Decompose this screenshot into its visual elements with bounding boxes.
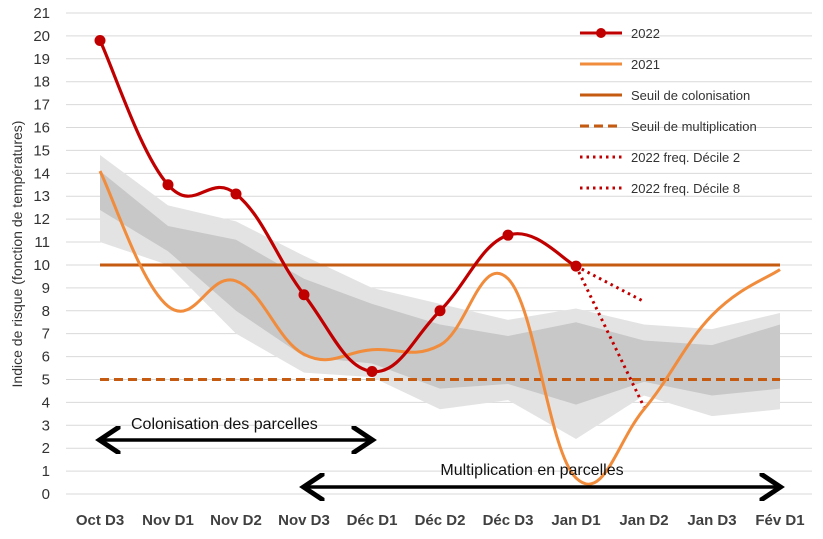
- annotation-label: Multiplication en parcelles: [440, 462, 623, 479]
- x-tick-label: Nov D2: [210, 512, 262, 529]
- y-tick-label: 9: [42, 280, 50, 297]
- data-point: [570, 260, 582, 272]
- y-tick-label: 19: [33, 51, 50, 68]
- percentile-bands: [100, 155, 780, 440]
- y-tick-label: 0: [42, 486, 50, 503]
- series-line-1: [98, 170, 781, 486]
- data-point: [434, 305, 446, 317]
- annotation-label: Colonisation des parcelles: [131, 416, 318, 433]
- annotations: Colonisation des parcelles Multiplication…: [103, 416, 777, 487]
- y-tick-label: 21: [33, 5, 50, 22]
- legend-label: 2022 freq. Décile 8: [631, 181, 740, 196]
- legend: 2022 2021 Seuil de colonisation Seuil de mu…: [580, 26, 757, 196]
- data-point: [230, 188, 242, 200]
- inner-band: [100, 171, 780, 405]
- x-tick-label: Jan D3: [687, 512, 736, 529]
- y-tick-label: 15: [33, 142, 50, 159]
- legend-label: Seuil de colonisation: [631, 88, 750, 103]
- y-tick-label: 20: [33, 28, 50, 45]
- legend-marker: [596, 28, 606, 38]
- series-lines: [94, 34, 781, 486]
- y-tick-label: 4: [42, 394, 50, 411]
- x-tick-label: Déc D3: [483, 512, 534, 529]
- data-point: [502, 229, 514, 241]
- y-tick-label: 2: [42, 440, 50, 457]
- y-tick-label: 17: [33, 97, 50, 114]
- x-tick-label: Oct D3: [76, 512, 124, 529]
- y-tick-label: 1: [42, 463, 50, 480]
- data-point: [94, 34, 106, 46]
- y-tick-label: 13: [33, 188, 50, 205]
- y-tick-label: 7: [42, 326, 50, 343]
- data-point: [366, 365, 378, 377]
- data-point: [162, 179, 174, 191]
- x-tick-label: Jan D1: [551, 512, 600, 529]
- series-line-5: [574, 265, 646, 408]
- y-tick-label: 16: [33, 120, 50, 137]
- y-tick-label: 3: [42, 417, 50, 434]
- x-tick-label: Déc D1: [347, 512, 398, 529]
- legend-label: Seuil de multiplication: [631, 119, 757, 134]
- data-point: [298, 289, 310, 301]
- x-tick-label: Nov D1: [142, 512, 194, 529]
- legend-label: 2021: [631, 57, 660, 72]
- y-tick-label: 5: [42, 371, 50, 388]
- x-tick-label: Jan D2: [619, 512, 668, 529]
- y-axis-label: Indice de risque (fonction de températur…: [9, 121, 25, 388]
- y-tick-label: 6: [42, 349, 50, 366]
- x-axis-ticks: Oct D3 Nov D1 Nov D2 Nov D3 Déc D1 Déc D2 Déc …: [76, 512, 805, 529]
- legend-label: 2022: [631, 26, 660, 41]
- x-tick-label: Fév D1: [755, 512, 804, 529]
- x-tick-label: Nov D3: [278, 512, 330, 529]
- y-tick-label: 10: [33, 257, 50, 274]
- y-tick-label: 12: [33, 211, 50, 228]
- y-tick-label: 18: [33, 74, 50, 91]
- y-tick-label: 11: [34, 234, 50, 251]
- y-tick-label: 14: [33, 165, 50, 182]
- y-tick-label: 8: [42, 303, 50, 320]
- legend-label: 2022 freq. Décile 2: [631, 150, 740, 165]
- x-tick-label: Déc D2: [415, 512, 466, 529]
